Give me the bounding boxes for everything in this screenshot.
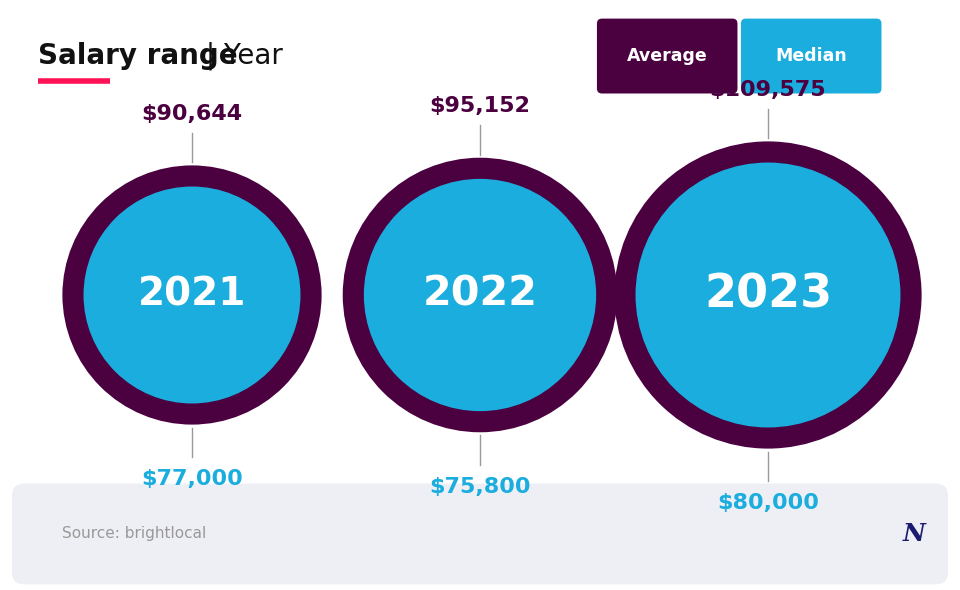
Text: N: N	[902, 522, 925, 546]
Text: 2021: 2021	[138, 276, 246, 314]
Text: Source: brightlocal: Source: brightlocal	[62, 526, 206, 542]
Text: 2022: 2022	[422, 275, 538, 315]
Circle shape	[84, 186, 300, 404]
FancyBboxPatch shape	[597, 19, 737, 93]
Text: Average: Average	[627, 47, 708, 65]
Text: $77,000: $77,000	[141, 469, 243, 489]
Text: $109,575: $109,575	[709, 80, 827, 100]
Circle shape	[62, 165, 322, 425]
Text: $90,644: $90,644	[141, 104, 243, 124]
Text: 2023: 2023	[704, 273, 832, 317]
Circle shape	[343, 158, 617, 432]
Circle shape	[614, 142, 922, 448]
Text: | Year: | Year	[197, 42, 282, 70]
Text: $95,152: $95,152	[429, 96, 531, 116]
Text: Salary range: Salary range	[38, 42, 238, 70]
Circle shape	[364, 179, 596, 411]
FancyBboxPatch shape	[741, 19, 881, 93]
Text: $75,800: $75,800	[429, 477, 531, 497]
Text: Median: Median	[776, 47, 847, 65]
Circle shape	[636, 162, 900, 428]
Text: $80,000: $80,000	[717, 493, 819, 513]
FancyBboxPatch shape	[12, 484, 948, 584]
